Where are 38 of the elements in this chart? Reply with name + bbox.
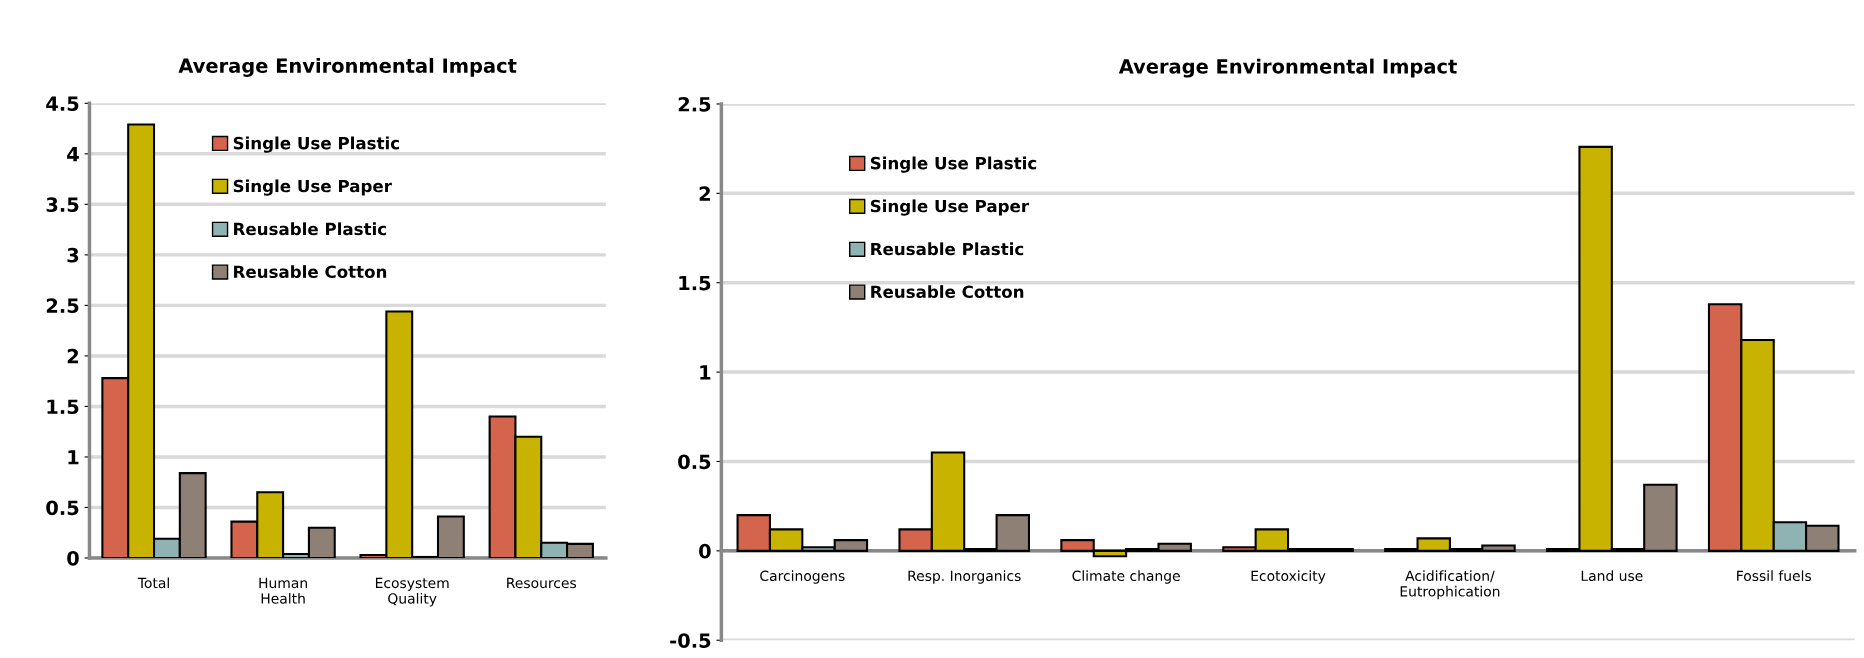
legend-label: Reusable Plastic	[871, 242, 1024, 256]
legend-label: Single Use Plastic	[870, 156, 1037, 173]
chart-title: Average Environmental Impact	[178, 57, 517, 77]
x-tick-label: Human Health	[259, 577, 307, 604]
chart-title: Average Environmental Impact	[1118, 58, 1457, 78]
y-tick-label: 0.5	[46, 500, 79, 516]
x-tick-label: Resp. Inorganics	[908, 570, 1021, 584]
x-tick-label: Carcinogens	[760, 570, 845, 584]
legend-label: Reusable Plastic	[234, 222, 387, 236]
x-tick-label: Ecosystem Quality	[375, 577, 449, 607]
y-tick-label: 4	[67, 147, 79, 162]
legend-label: Reusable Cotton	[871, 285, 1024, 299]
x-tick-label: Ecotoxicity	[1251, 570, 1326, 584]
y-tick-label: 2.5	[678, 96, 711, 112]
x-tick-label: Total	[137, 577, 169, 589]
y-tick-label: 0	[699, 543, 711, 559]
x-tick-label: Resources	[507, 577, 577, 589]
y-tick-label: 3.5	[46, 197, 79, 213]
y-tick-label: 2	[699, 186, 710, 201]
y-tick-label: 0.5	[678, 454, 711, 470]
y-tick-label: 0	[67, 550, 79, 566]
y-tick-label: 2.5	[46, 298, 79, 314]
y-tick-label: -0.5	[670, 633, 711, 648]
y-tick-label: 3	[67, 247, 79, 263]
y-tick-label: 1.5	[47, 399, 79, 415]
legend-label: Single Use Plastic	[233, 136, 399, 153]
y-tick-label: 1.5	[679, 275, 711, 291]
x-tick-label: Climate change	[1072, 570, 1180, 584]
y-tick-label: 2	[67, 348, 79, 364]
legend-label: Reusable Cotton	[234, 265, 387, 279]
y-tick-label: 1	[700, 365, 711, 380]
y-tick-label: 4.5	[46, 96, 79, 111]
y-tick-label: 1	[68, 450, 79, 465]
x-tick-label: Fossil fuels	[1737, 570, 1812, 582]
x-tick-label: Land use	[1581, 570, 1643, 582]
legend-label: Single Use Paper	[233, 179, 392, 196]
x-tick-label: Acidification/ Eutrophication	[1400, 570, 1500, 600]
legend-label: Single Use Paper	[870, 199, 1030, 216]
